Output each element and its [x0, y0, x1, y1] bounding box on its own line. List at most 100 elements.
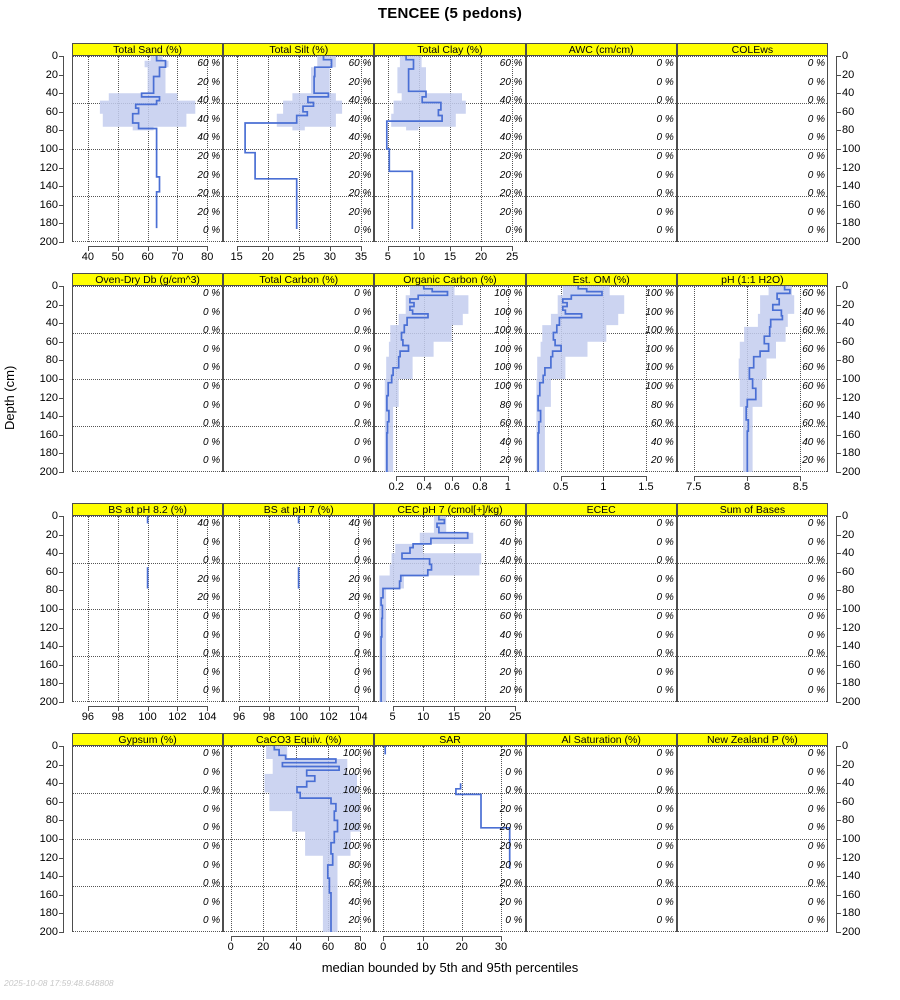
- contributing-percent-label: 40 %: [197, 132, 221, 144]
- x-axis: 0.5 1 1.5: [527, 476, 676, 498]
- contributing-percent-label: 20 %: [348, 573, 372, 585]
- depth-tick-label: 160: [842, 198, 861, 211]
- panel-plot-area: 0 %0 %0 %0 %0 %0 %0 %0 %0 %0 %0 %: [525, 746, 677, 932]
- depth-tick-mark: [59, 664, 64, 666]
- depth-gridline: [677, 56, 827, 57]
- contributing-percent-label: 100 %: [343, 803, 372, 815]
- depth-gridline: [224, 701, 374, 702]
- contributing-percent-label: 0 %: [354, 629, 372, 641]
- panel-plot-area: 0 %0 %0 %0 %0 %0 %0 %0 %0 %0 %0 %: [72, 286, 224, 472]
- panel-plot-area: 20 %0 %0 %20 %20 %20 %20 %20 %20 %0 %0 %: [374, 746, 526, 932]
- x-tick-mark: [87, 706, 89, 711]
- depth-tick-mark: [59, 683, 64, 685]
- contributing-percent-label: 100 %: [645, 325, 674, 337]
- x-tick-label: 0: [380, 941, 387, 953]
- contributing-percent-label: 100 %: [645, 343, 674, 355]
- panel-sum-of-bases: Sum of Bases 0 % 0 % 0 % 0 % 0 % 0 % 0 % 0 % 0 % 0…: [676, 503, 828, 702]
- panel-est-om: Est. OM (%) 100 % 100 % 100 % 100 % 100 % 100 …: [525, 273, 677, 472]
- x-tick-label: 10: [412, 251, 426, 263]
- contributing-percent-label: 0 %: [807, 803, 825, 815]
- contributing-percent-label: 20 %: [197, 206, 221, 218]
- x-tick-mark: [207, 706, 209, 711]
- x-tick-mark: [479, 476, 481, 481]
- contributing-percent-label: 0 %: [202, 418, 221, 430]
- x-tick-label: 25: [509, 711, 522, 723]
- depth-tick-label: 20: [842, 298, 855, 311]
- median-line: [386, 56, 444, 229]
- depth-tick-mark: [836, 553, 841, 555]
- panel-bs-at-ph-8-2: BS at pH 8.2 (%) 40 % 0 % 0 % 20 % 20 % 0 % 0 %…: [72, 503, 224, 702]
- contributing-percent-label: 0 %: [807, 915, 825, 927]
- x-tick-label: 60: [141, 251, 154, 263]
- depth-tick-label: 140: [39, 180, 58, 193]
- depth-tick-mark: [59, 242, 64, 243]
- contributing-percent-label: 0 %: [505, 785, 523, 797]
- depth-tick-label: 200: [842, 236, 861, 248]
- depth-tick-mark: [59, 913, 64, 915]
- x-tick-label: 98: [111, 711, 124, 723]
- contributing-percent-label: 0 %: [202, 611, 221, 622]
- contributing-percent-label: 0 %: [656, 592, 674, 604]
- contributing-percent-label: 0 %: [656, 803, 674, 815]
- x-axis-spine: [383, 936, 502, 937]
- depth-axis-left: 0 20 40 60 80 100 120 140 160 180 200: [30, 511, 64, 708]
- panel-awc-cm-cm: AWC (cm/cm) 0 % 0 % 0 % 0 % 0 % 0 % 0 % 0 % 0 % 0 …: [525, 43, 677, 242]
- contributing-percent-label: 0 %: [656, 132, 674, 144]
- x-tick-mark: [117, 706, 119, 711]
- contributing-percent-label: 40 %: [348, 132, 372, 144]
- depth-tick-mark: [59, 820, 64, 822]
- depth-tick-label: 160: [842, 888, 861, 901]
- depth-gridline: [526, 379, 676, 380]
- x-tick-label: 25: [292, 251, 305, 263]
- series-layer: [297, 516, 300, 589]
- depth-tick-mark: [836, 111, 841, 113]
- depth-tick-mark: [836, 242, 841, 243]
- contributing-percent-label: 0 %: [656, 95, 674, 107]
- x-tick-mark: [603, 476, 605, 481]
- depth-gridline: [73, 241, 223, 242]
- contributing-percent-label: 0 %: [354, 536, 372, 548]
- contributing-percent-label: 20 %: [499, 188, 523, 200]
- depth-tick-mark: [59, 839, 64, 840]
- depth-tick-mark: [59, 286, 64, 287]
- depth-tick-label: 160: [39, 428, 58, 441]
- contributing-percent-label: 60 %: [499, 573, 523, 585]
- panel-plot-area: 60 % 40 % 60 % 60 % 60 % 60 % 60 % 60 % 40 % 20 %…: [676, 286, 828, 472]
- x-axis-spine: [236, 246, 361, 247]
- depth-gridline: [73, 792, 223, 794]
- depth-tick-label: 0: [51, 280, 58, 292]
- contributing-percent-label: 0 %: [807, 225, 825, 237]
- depth-tick-label: 80: [45, 124, 58, 137]
- contributing-percent-label: 0 %: [656, 822, 674, 834]
- x-tick-label: 102: [319, 711, 338, 723]
- x-tick-label: 100: [138, 711, 157, 723]
- contributing-percent-label: 0 %: [202, 325, 221, 337]
- contributing-percent-label: 60 %: [499, 592, 523, 604]
- depth-gridline: [375, 931, 525, 932]
- x-tick-label: 0.5: [553, 481, 569, 493]
- contributing-percent-label: 20 %: [499, 169, 523, 181]
- series-layer: [146, 516, 149, 589]
- depth-tick-mark: [836, 932, 841, 933]
- depth-tick-label: 140: [39, 410, 58, 423]
- depth-tick-mark: [59, 397, 64, 399]
- depth-tick-mark: [59, 702, 64, 703]
- panel-al-saturation: Al Saturation (%) 0 % 0 % 0 % 0 % 0 % 0 % 0 % 0 …: [525, 733, 677, 932]
- series-layer: [386, 56, 467, 229]
- depth-tick-label: 160: [39, 658, 58, 671]
- contributing-percent-label: 100 %: [343, 748, 372, 759]
- x-tick-mark: [515, 706, 517, 711]
- panel-plot-area: 0 %0 %0 %0 %0 %0 %0 %0 %0 %0 %0 %: [72, 746, 224, 932]
- depth-gridline: [677, 655, 827, 657]
- contributing-percent-label: 40 %: [499, 132, 523, 144]
- depth-gridline: [73, 379, 223, 380]
- timestamp: 2025-10-08 17:59:48.648808: [4, 978, 114, 988]
- x-tick-label: 20: [256, 941, 270, 953]
- contributing-percent-label: 0 %: [202, 766, 221, 778]
- contributing-percent-label: 0 %: [202, 896, 221, 908]
- depth-tick-mark: [59, 167, 64, 169]
- panel-total-carbon: Total Carbon (%) 0 % 0 % 0 % 0 % 0 % 0 % 0 % 0 %…: [223, 273, 375, 472]
- contributing-percent-label: 100 %: [343, 766, 372, 778]
- page-title: TENCEE (5 pedons): [377, 5, 523, 22]
- x-tick-mark: [177, 246, 179, 251]
